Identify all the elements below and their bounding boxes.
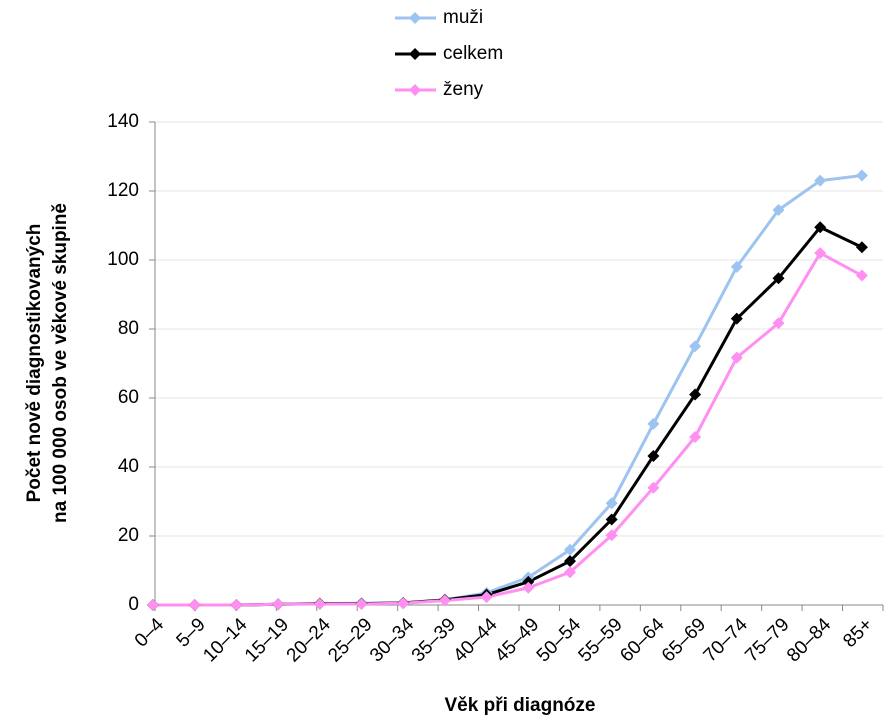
y-tick-label: 80 bbox=[118, 318, 139, 339]
x-tick-label: 65–69 bbox=[658, 614, 710, 666]
marker bbox=[689, 340, 702, 353]
marker bbox=[605, 529, 618, 542]
marker bbox=[564, 566, 576, 579]
y-tick-label: 20 bbox=[118, 525, 139, 546]
marker bbox=[855, 269, 868, 282]
marker bbox=[814, 221, 827, 234]
x-tick-label: 55–59 bbox=[575, 614, 627, 666]
x-tick-label: 45–49 bbox=[491, 614, 543, 666]
marker bbox=[313, 597, 326, 610]
marker bbox=[855, 169, 868, 182]
marker bbox=[855, 241, 868, 254]
marker bbox=[605, 497, 618, 510]
marker bbox=[647, 449, 660, 462]
marker bbox=[522, 581, 535, 594]
x-tick-label: 50–54 bbox=[533, 614, 586, 667]
x-axis-title: Věk při diagnóze bbox=[445, 695, 596, 716]
y-tick-label: 140 bbox=[107, 111, 139, 132]
marker bbox=[147, 599, 159, 611]
y-tick-label: 120 bbox=[107, 180, 139, 201]
legend-marker bbox=[409, 48, 421, 60]
legend-marker bbox=[409, 12, 421, 24]
marker bbox=[730, 351, 743, 364]
marker bbox=[772, 203, 785, 216]
x-tick-label: 80–84 bbox=[783, 614, 836, 667]
x-tick-label: 15–19 bbox=[241, 614, 293, 666]
series-line bbox=[153, 173, 863, 607]
legend-marker bbox=[409, 84, 421, 96]
x-tick-label: 85+ bbox=[839, 614, 877, 652]
x-tick-label: 60–64 bbox=[616, 614, 669, 667]
legend-label: celkem bbox=[443, 43, 503, 64]
marker bbox=[772, 272, 785, 285]
marker bbox=[647, 417, 660, 430]
marker bbox=[647, 481, 660, 494]
y-tick-label: 40 bbox=[118, 456, 139, 477]
marker bbox=[188, 599, 201, 611]
legend-label: ženy bbox=[443, 79, 484, 100]
x-tick-label: 70–74 bbox=[700, 614, 753, 667]
x-tick-label: 75–79 bbox=[741, 614, 793, 666]
marker bbox=[355, 597, 368, 610]
marker bbox=[438, 594, 451, 607]
legend-label: muži bbox=[443, 7, 483, 28]
marker bbox=[689, 430, 702, 443]
marker bbox=[814, 247, 827, 260]
y-axis-title: Počet nově diagnostikovaných na 100 000 … bbox=[24, 203, 71, 523]
marker bbox=[772, 317, 785, 330]
x-tick-label: 40–44 bbox=[449, 614, 502, 667]
x-tick-label: 10–14 bbox=[199, 614, 252, 667]
marker bbox=[814, 174, 827, 187]
x-tick-label: 25–29 bbox=[324, 614, 376, 666]
x-tick-label: 20–24 bbox=[283, 614, 336, 667]
x-tick-label: 35–39 bbox=[408, 614, 460, 666]
y-axis-title-line: Počet nově diagnostikovaných bbox=[24, 224, 45, 503]
y-tick-label: 0 bbox=[128, 594, 139, 615]
marker bbox=[230, 599, 243, 611]
y-tick-label: 60 bbox=[118, 387, 139, 408]
y-tick-label: 100 bbox=[107, 249, 139, 270]
x-tick-label: 30–34 bbox=[366, 614, 419, 667]
marker bbox=[689, 388, 702, 401]
marker bbox=[480, 591, 493, 604]
marker bbox=[730, 312, 743, 325]
marker bbox=[397, 597, 410, 610]
series-line bbox=[153, 251, 863, 607]
marker bbox=[564, 543, 576, 556]
x-tick-label: 0–4 bbox=[131, 614, 169, 652]
series-line bbox=[153, 225, 863, 607]
y-axis-title-line: na 100 000 osob ve věkové skupině bbox=[50, 203, 71, 523]
marker bbox=[730, 260, 743, 273]
marker bbox=[605, 513, 618, 526]
marker bbox=[564, 555, 576, 568]
marker bbox=[272, 598, 285, 611]
